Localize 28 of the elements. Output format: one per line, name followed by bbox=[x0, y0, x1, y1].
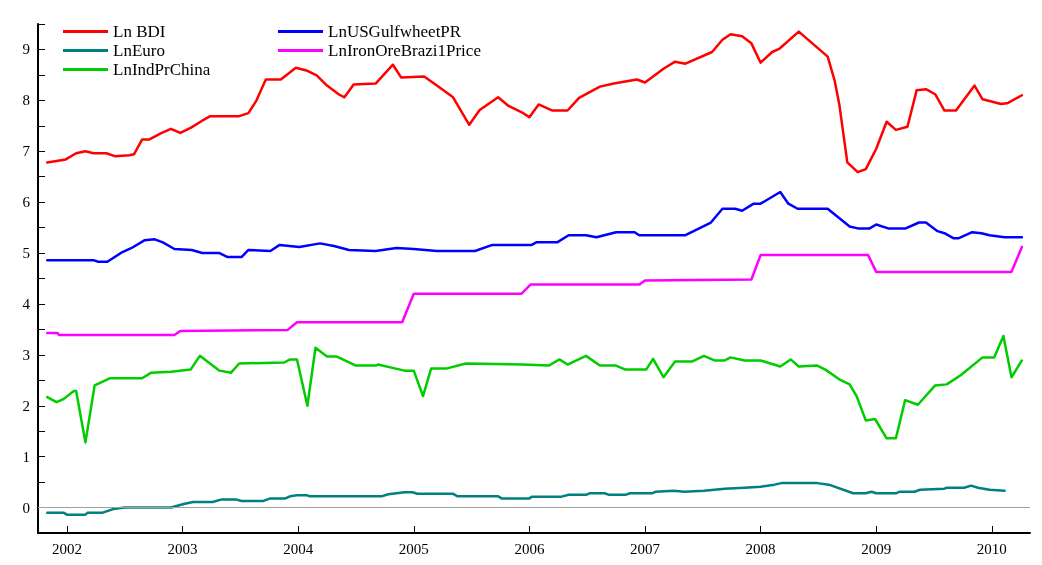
y-tick-label: 8 bbox=[22, 92, 30, 109]
y-tick-label: 6 bbox=[22, 194, 31, 211]
x-tick-label: 2002 bbox=[51, 540, 82, 557]
legend-label: LnIndPrChina bbox=[113, 60, 211, 79]
line-series bbox=[46, 481, 1006, 516]
legend-label: LnUSGulfwheetPR bbox=[328, 22, 462, 41]
line-series bbox=[46, 245, 1024, 337]
y-tick-label: 9 bbox=[22, 41, 30, 58]
legend-label: Ln BDI bbox=[113, 22, 166, 41]
line-series bbox=[46, 190, 1024, 263]
y-tick-label: 2 bbox=[22, 397, 30, 414]
x-tick-label: 2008 bbox=[745, 540, 776, 557]
legend-label: LnIronOreBrazi1Price bbox=[328, 41, 481, 60]
y-tick-label: 0 bbox=[22, 499, 30, 516]
x-tick-label: 2010 bbox=[976, 540, 1007, 557]
x-tick-label: 2003 bbox=[167, 540, 198, 557]
y-tick-label: 3 bbox=[22, 346, 30, 363]
x-tick-label: 2009 bbox=[861, 540, 892, 557]
line-series bbox=[46, 334, 1024, 444]
y-tick-label: 5 bbox=[22, 245, 30, 262]
x-tick-label: 2006 bbox=[514, 540, 545, 557]
y-tick-label: 4 bbox=[22, 295, 31, 312]
legend-label: LnEuro bbox=[113, 41, 165, 60]
x-tick-label: 2007 bbox=[629, 540, 661, 557]
x-tick-label: 2005 bbox=[398, 540, 429, 557]
y-tick-label: 7 bbox=[22, 143, 31, 160]
x-tick-label: 2004 bbox=[283, 540, 314, 557]
y-tick-label: 1 bbox=[22, 448, 30, 465]
